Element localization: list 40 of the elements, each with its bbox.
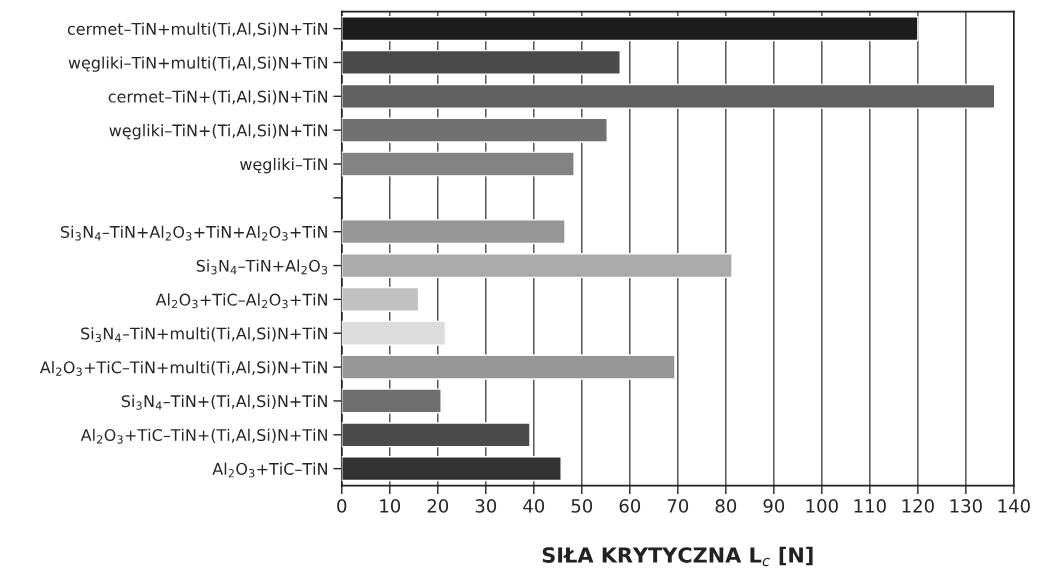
x-tick-label: 0 [337,499,347,513]
x-tick-label: 100 [806,499,838,513]
bar [341,83,996,109]
x-tick-label: 120 [902,499,934,513]
x-tick-label: 20 [427,499,449,513]
bar [341,320,447,346]
bar [341,49,621,76]
category-label: Si$_{3}$N$_{4}$–TiN+Al$_{2}$O$_{3}$+TiN+Al$_{2}$O$_{3}$+TiN [60,225,327,241]
x-tick-label: 30 [475,499,497,513]
y-tick-label: cermet–TiN+multi(Ti,Al,Si)N+TiN [67,22,328,37]
bar [341,253,733,279]
x-tick-label: 60 [619,499,641,513]
bar [341,151,575,177]
x-tick-label: 10 [380,499,401,513]
bar [341,354,676,380]
y-tick-label: węgliki–TiN+(Ti,Al,Si)N+TiN [109,124,328,140]
bar [341,219,566,245]
x-axis-title: SIŁA KRYTYCZNA L$_{c}$ [N] [542,546,813,567]
bar [341,117,608,143]
y-tick-label: Al$_{2}$O$_{3}$+TiC–TiN [212,462,327,478]
bar [341,388,442,414]
y-tick-label: Al$_{2}$O$_{3}$+TiC–TiN+(Ti,Al,Si)N+TiN [80,428,327,444]
x-tick-label: 70 [667,499,689,513]
x-tick-label: 50 [571,499,593,513]
y-tick-label: Al$_{2}$O$_{3}$+TiC–TiN+multi(Ti,Al,Si)N+TiN [39,361,327,376]
y-tick-label: Si$_{3}$N$_{4}$–TiN+(Ti,Al,Si)N+TiN [121,394,327,410]
y-tick-label: cermet–TiN+(Ti,Al,Si)N+TiN [108,90,328,105]
y-tick-label: węgliki–TiN+multi(Ti,Al,Si)N+TiN [68,56,328,72]
x-tick-label: 40 [523,499,545,513]
bar [341,286,420,312]
y-tick-label: węgliki–TiN [240,157,328,174]
y-tick-label: Si$_{3}$N$_{4}$–TiN+multi(Ti,Al,Si)N+TiN [81,327,327,343]
x-tick-label: 140 [998,499,1030,513]
category-label: Al$_{2}$O$_{3}$+TiC–Al$_{2}$O$_{3}$+TiN [155,293,327,309]
bar [341,422,531,448]
x-tick-label: 80 [715,499,737,513]
x-tick-label: 110 [854,499,886,513]
x-tick-label: 130 [950,499,982,513]
y-tick-label: Si$_{3}$N$_{4}$–TiN+Al$_{2}$O$_{3}$ [196,259,328,275]
x-tick-label: 90 [763,499,785,513]
